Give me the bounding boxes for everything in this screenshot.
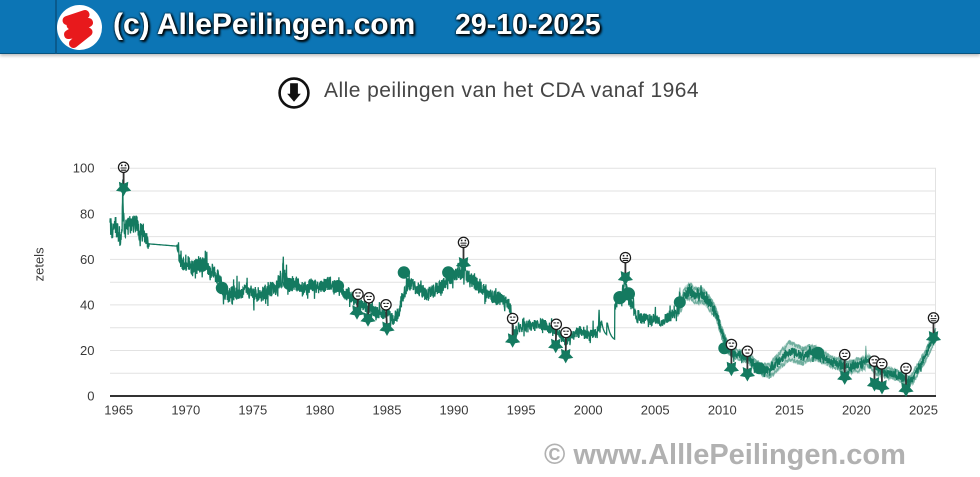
svg-text:60: 60 — [80, 252, 94, 267]
svg-text:0: 0 — [87, 389, 94, 404]
svg-text:2005: 2005 — [641, 403, 670, 418]
svg-text:1990: 1990 — [440, 403, 469, 418]
svg-text:2000: 2000 — [574, 403, 603, 418]
svg-text:1965: 1965 — [104, 403, 133, 418]
svg-text:zetels: zetels — [32, 247, 47, 281]
svg-text:1975: 1975 — [238, 403, 267, 418]
svg-text:1970: 1970 — [171, 403, 200, 418]
svg-text:1995: 1995 — [507, 403, 536, 418]
svg-text:2020: 2020 — [842, 403, 871, 418]
svg-text:2025: 2025 — [909, 403, 938, 418]
svg-text:1985: 1985 — [373, 403, 402, 418]
svg-text:100: 100 — [73, 161, 95, 176]
svg-text:2015: 2015 — [775, 403, 804, 418]
svg-text:© www.AlllePeilingen.com: © www.AlllePeilingen.com — [544, 439, 906, 471]
svg-text:2010: 2010 — [708, 403, 737, 418]
svg-text:40: 40 — [80, 297, 94, 312]
svg-text:20: 20 — [80, 343, 94, 358]
svg-text:80: 80 — [80, 206, 94, 221]
svg-text:1980: 1980 — [305, 403, 334, 418]
